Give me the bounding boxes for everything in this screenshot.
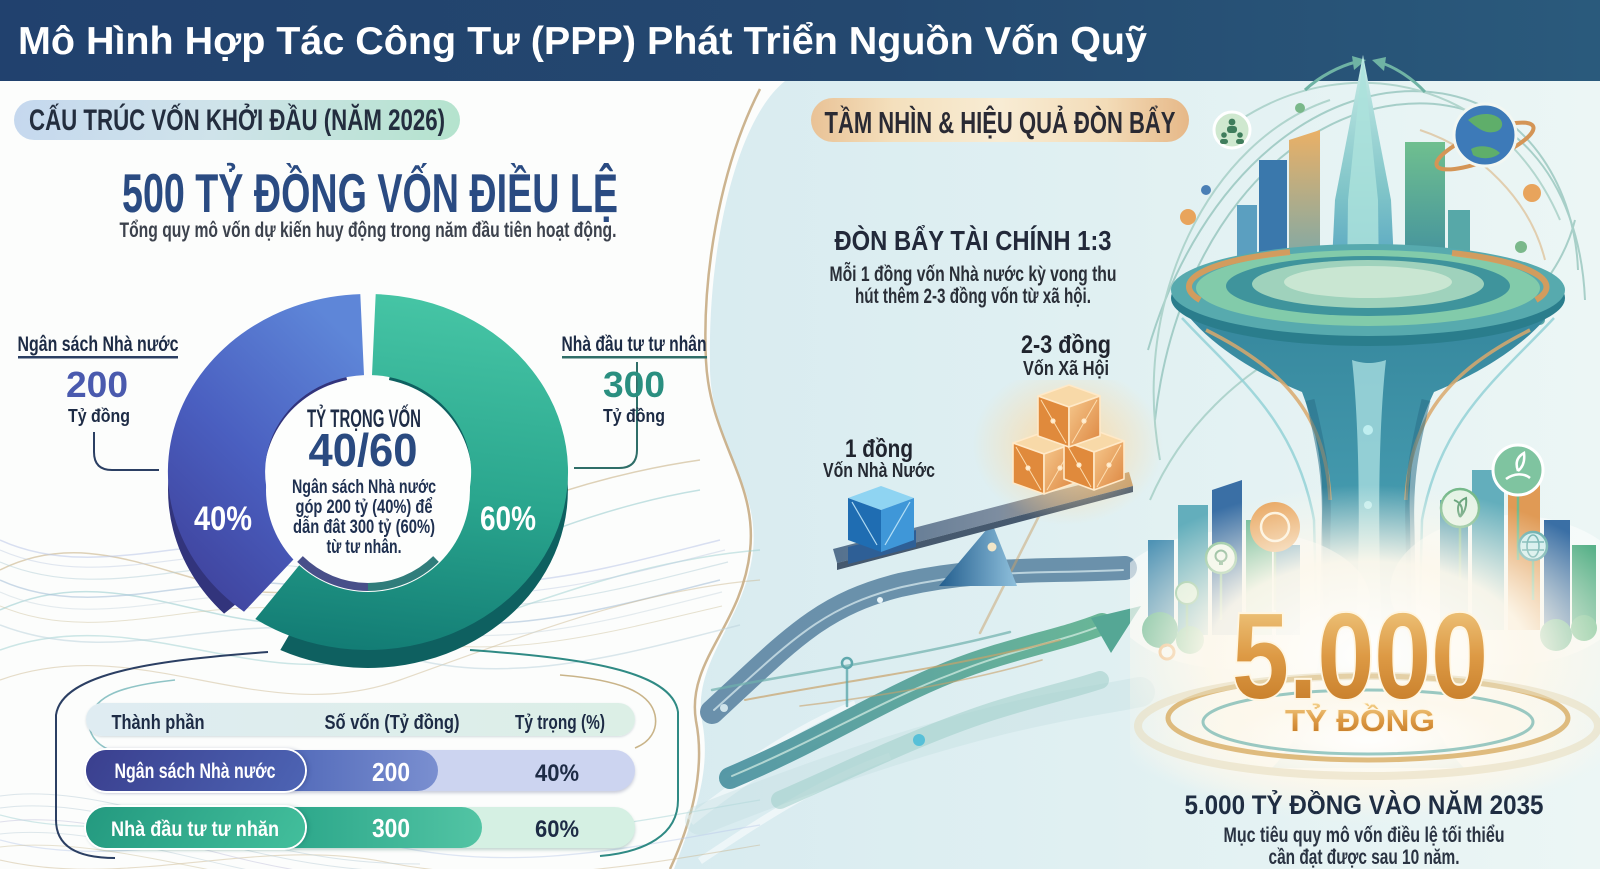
- svg-text:Nhà đầu tư tư nhân: Nhà đầu tư tư nhân: [562, 333, 707, 356]
- svg-text:200: 200: [372, 757, 410, 787]
- svg-text:TỶ TRỌNG VỐN: TỶ TRỌNG VỐN: [307, 403, 421, 433]
- svg-text:Tỷ trọng (%): Tỷ trọng (%): [515, 712, 605, 734]
- svg-text:500 TỶ ĐỒNG VỐN ĐIỀU LỆ: 500 TỶ ĐỒNG VỐN ĐIỀU LỆ: [122, 162, 618, 224]
- svg-text:góp 200 tỷ (40%) để: góp 200 tỷ (40%) để: [296, 496, 433, 518]
- svg-text:2-3 đồng: 2-3 đồng: [1021, 331, 1111, 359]
- svg-text:Ngân sách Nhà nước: Ngân sách Nhà nước: [292, 476, 436, 498]
- svg-text:Mỗi 1 đồng vốn Nhà nước kỳ von: Mỗi 1 đồng vốn Nhà nước kỳ vong thu: [830, 261, 1117, 286]
- svg-text:Tỷ đồng: Tỷ đồng: [68, 405, 130, 426]
- svg-text:5.000: 5.000: [1232, 588, 1488, 724]
- svg-text:cần đạt được sau 10 năm.: cần đạt được sau 10 năm.: [1269, 846, 1460, 869]
- svg-text:Tổng quy mô vốn dự kiến huy độ: Tổng quy mô vốn dự kiến huy động trong n…: [120, 218, 617, 242]
- svg-text:5.000 TỶ ĐỒNG VÀO NĂM 2035: 5.000 TỶ ĐỒNG VÀO NĂM 2035: [1185, 788, 1544, 820]
- svg-text:300: 300: [603, 364, 665, 405]
- svg-text:Vốn Xã Hội: Vốn Xã Hội: [1023, 357, 1109, 380]
- svg-text:TỶ ĐỒNG: TỶ ĐỒNG: [1285, 702, 1435, 738]
- svg-text:1 đồng: 1 đồng: [845, 435, 913, 463]
- svg-text:Số vốn (Tỷ đồng): Số vốn (Tỷ đồng): [325, 712, 460, 734]
- svg-text:200: 200: [66, 364, 128, 405]
- svg-text:40/60: 40/60: [309, 424, 418, 476]
- svg-text:40%: 40%: [535, 760, 579, 787]
- svg-text:300: 300: [372, 813, 410, 843]
- svg-text:Nhà đầu tư tư nhăn: Nhà đầu tư tư nhăn: [111, 818, 279, 841]
- svg-text:60%: 60%: [480, 500, 536, 538]
- svg-text:Mục tiêu quy mô vốn điều lệ tố: Mục tiêu quy mô vốn điều lệ tối thiểu: [1224, 824, 1505, 847]
- svg-text:Tỷ đồng: Tỷ đồng: [603, 405, 665, 426]
- svg-text:Ngân sách Nhà nước: Ngân sách Nhà nước: [18, 333, 179, 356]
- svg-text:từ tư nhân.: từ tư nhân.: [327, 536, 402, 558]
- svg-text:Ngân sách Nhà nước: Ngân sách Nhà nước: [115, 760, 276, 783]
- svg-text:hút thêm 2-3 đồng vốn từ xã hộ: hút thêm 2-3 đồng vốn từ xã hội.: [855, 284, 1091, 308]
- svg-text:Mô Hình Hợp Tác Công Tư (PPP): Mô Hình Hợp Tác Công Tư (PPP) Phát Triển…: [18, 20, 1147, 63]
- svg-text:60%: 60%: [535, 816, 579, 843]
- svg-text:ĐÒN BẨY TÀI CHÍNH 1:3: ĐÒN BẨY TÀI CHÍNH 1:3: [835, 225, 1112, 256]
- svg-text:TẦM NHÌN & HIỆU QUẢ ĐÒN BẨY: TẦM NHÌN & HIỆU QUẢ ĐÒN BẨY: [825, 104, 1176, 140]
- svg-text:40%: 40%: [194, 500, 252, 538]
- svg-text:Thành phần: Thành phần: [112, 712, 205, 734]
- svg-text:CẤU TRÚC VỐN KHỞI ĐẦU (NĂM 202: CẤU TRÚC VỐN KHỞI ĐẦU (NĂM 2026): [29, 103, 445, 137]
- svg-text:dẫn đât 300 tỷ (60%): dẫn đât 300 tỷ (60%): [293, 514, 435, 538]
- svg-text:Vốn Nhà Nước: Vốn Nhà Nước: [823, 459, 935, 482]
